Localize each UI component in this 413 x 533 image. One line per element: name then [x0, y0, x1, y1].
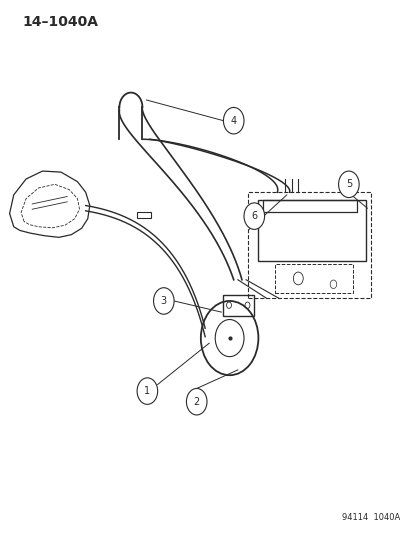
Text: 3: 3 [160, 296, 166, 306]
Text: 5: 5 [345, 179, 351, 189]
Bar [262, 200, 356, 212]
Text: 6: 6 [251, 211, 257, 221]
Text: 94114  1040A: 94114 1040A [341, 513, 399, 522]
Text: 2: 2 [193, 397, 199, 407]
Circle shape [243, 203, 264, 229]
Circle shape [186, 389, 206, 415]
Bar [137, 212, 151, 218]
Circle shape [223, 108, 243, 134]
Bar [258, 200, 366, 261]
Circle shape [137, 378, 157, 405]
Text: 1: 1 [144, 386, 150, 396]
Circle shape [153, 288, 174, 314]
Text: 14–1040A: 14–1040A [22, 14, 98, 29]
Bar [247, 192, 370, 298]
Bar [274, 264, 352, 293]
Text: 4: 4 [230, 116, 236, 126]
Circle shape [338, 171, 358, 198]
Bar [222, 295, 253, 316]
